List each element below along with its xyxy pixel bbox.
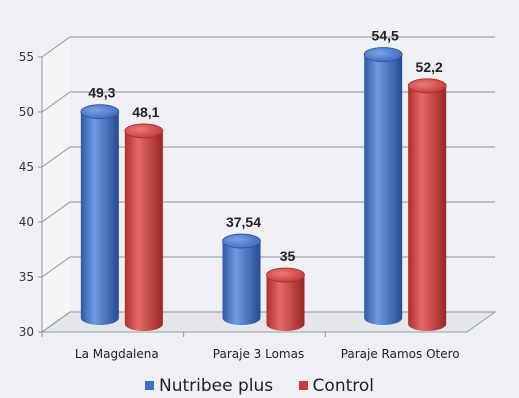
gridline — [41, 36, 495, 58]
bar — [124, 123, 164, 331]
bar-top — [363, 47, 403, 62]
bars — [80, 47, 447, 332]
x-category-label: Paraje 3 Lomas — [213, 347, 304, 361]
bar-body — [124, 130, 163, 331]
legend-label-nutribee: Nutribee plus — [159, 375, 274, 396]
bar-body — [266, 275, 305, 332]
bar-top — [222, 233, 261, 249]
bar-body — [80, 111, 119, 325]
legend-item-control: Control — [298, 375, 374, 396]
data-label: 37,54 — [226, 214, 261, 230]
bar-chart-3d: 30 35 40 45 50 55 49,3 48,1 37,54 35 54,5 52,2 La … — [19, 28, 497, 361]
bar-top — [124, 123, 164, 139]
data-label: 35 — [280, 248, 296, 264]
gridline — [41, 311, 495, 333]
x-category-label: Paraje Ramos Otero — [341, 347, 460, 361]
gridline — [41, 256, 495, 278]
side-wall — [42, 37, 70, 332]
data-label: 48,1 — [132, 104, 159, 120]
bar — [80, 104, 120, 325]
gridline — [41, 201, 495, 223]
bar-top — [80, 104, 120, 120]
y-tick-label: 50 — [19, 105, 34, 119]
legend-item-nutribee: Nutribee plus — [145, 376, 273, 396]
x-axis: La Magdalena Paraje 3 Lomas Paraje Ramos O… — [41, 332, 460, 361]
y-tick-label: 35 — [19, 270, 34, 284]
legend-label-control: Control — [312, 375, 374, 396]
data-label: 54,5 — [372, 28, 399, 44]
legend-swatch-red-icon — [298, 381, 308, 390]
x-category-label: La Magdalena — [75, 347, 159, 361]
data-label: 52,2 — [416, 59, 443, 75]
y-tick-label: 55 — [19, 50, 34, 64]
legend: Nutribee plus Control — [0, 375, 519, 396]
bar — [407, 78, 447, 332]
y-tick-label: 40 — [19, 215, 34, 229]
legend-swatch-blue-icon — [145, 381, 154, 390]
data-labels: 49,3 48,1 37,54 35 54,5 52,2 — [88, 28, 443, 265]
y-axis: 30 35 40 45 50 55 — [19, 50, 43, 339]
bar — [222, 233, 261, 325]
data-label: 49,3 — [88, 85, 115, 101]
bar-body — [408, 85, 447, 332]
bar-body — [364, 54, 403, 325]
bar-body — [222, 241, 261, 325]
gridline — [41, 91, 495, 113]
bar — [266, 267, 305, 332]
bar — [363, 47, 403, 325]
gridline — [41, 146, 495, 168]
bar-top — [407, 78, 447, 94]
y-tick-label: 45 — [19, 160, 34, 174]
bar-top — [266, 267, 305, 283]
y-tick-label: 30 — [19, 325, 34, 339]
